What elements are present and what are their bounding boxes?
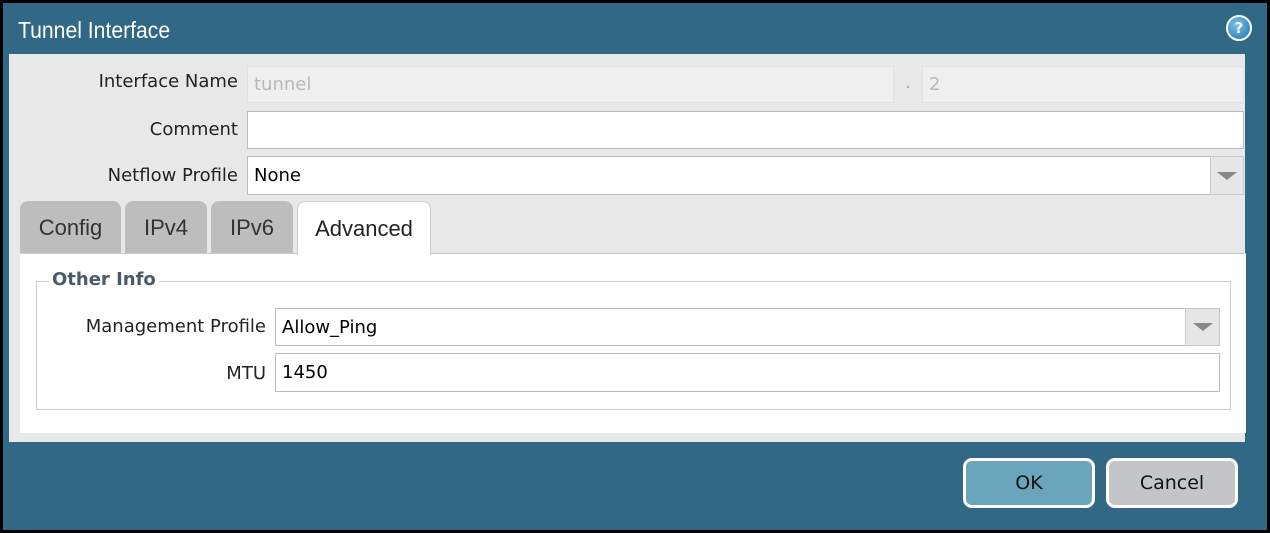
tunnel-interface-dialog: Tunnel Interface ? Interface Name tunnel… <box>3 3 1267 530</box>
netflow-profile-label: Netflow Profile <box>107 165 238 186</box>
management-profile-dropdown-button[interactable] <box>1185 308 1220 346</box>
help-icon[interactable]: ? <box>1226 15 1252 41</box>
advanced-tab-content: Other Info Management Profile Allow_Ping… <box>20 253 1246 433</box>
interface-separator: . <box>905 72 911 93</box>
ok-button[interactable]: OK <box>963 458 1095 508</box>
dialog-title: Tunnel Interface <box>18 17 171 43</box>
tab-ipv4[interactable]: IPv4 <box>125 201 207 254</box>
management-profile-select[interactable]: Allow_Ping <box>275 308 1186 346</box>
interface-name-label: Interface Name <box>98 71 238 92</box>
interface-unit-input[interactable]: 2 <box>922 66 1244 103</box>
netflow-dropdown-button[interactable] <box>1210 156 1244 195</box>
tab-config[interactable]: Config <box>20 201 121 254</box>
chevron-down-icon <box>1192 323 1213 331</box>
cancel-button[interactable]: Cancel <box>1106 458 1238 508</box>
tab-advanced[interactable]: Advanced <box>297 201 431 255</box>
mtu-label: MTU <box>226 363 266 384</box>
management-profile-label: Management Profile <box>85 316 266 337</box>
interface-name-input[interactable]: tunnel <box>247 66 894 103</box>
tab-ipv6[interactable]: IPv6 <box>211 201 293 254</box>
comment-input[interactable] <box>247 111 1244 149</box>
form-panel: Interface Name tunnel . 2 Comment Netflo… <box>9 54 1246 442</box>
other-info-title: Other Info <box>49 269 159 290</box>
netflow-profile-select[interactable]: None <box>247 156 1211 195</box>
comment-label: Comment <box>149 119 238 140</box>
other-info-fieldset: Other Info Management Profile Allow_Ping… <box>36 269 1231 410</box>
mtu-input[interactable]: 1450 <box>275 353 1220 392</box>
chevron-down-icon <box>1217 171 1237 180</box>
